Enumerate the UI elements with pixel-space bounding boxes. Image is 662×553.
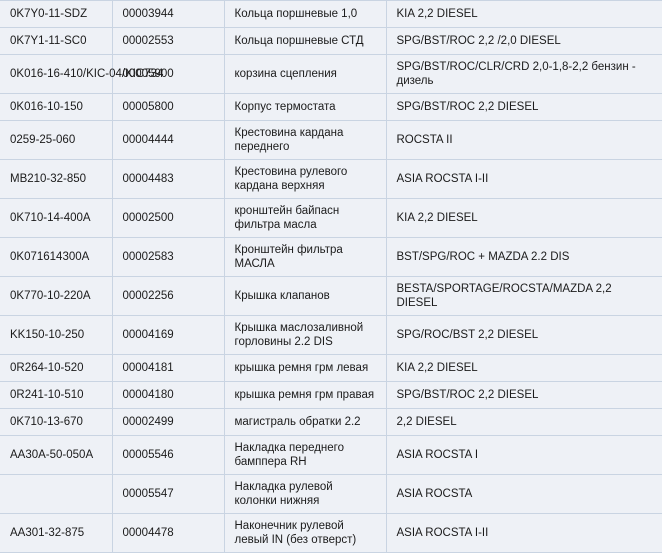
table-row[interactable]: 0K710-14-400A 00002500 кронштейн байпасн ф… <box>0 198 662 238</box>
cell-article: 00004169 <box>112 315 225 355</box>
cell-appl: SPG/ROC/BST 2,2 DIESEL <box>386 315 662 355</box>
cell-article: 00005546 <box>112 435 225 475</box>
cell-code: 0259-25-060 <box>0 120 113 160</box>
cell-name: Крышка клапанов <box>224 276 387 316</box>
table-row[interactable]: KK150-10-250 00004169 Крышка маслозаливной… <box>0 315 662 355</box>
table-row[interactable]: 0K710-13-670 00002499 магистраль обратки 2… <box>0 408 662 436</box>
table-row[interactable]: AA301-32-875 00004478 Наконечник рулевой л… <box>0 513 662 553</box>
cell-code: AA301-32-875 <box>0 513 113 553</box>
table-row[interactable]: 00005547 Накладка рулевой колонки нижняя A… <box>0 474 662 514</box>
cell-code: 0K7Y1-11-SC0 <box>0 27 113 55</box>
cell-appl: SPG/BST/ROC/CLR/CRD 2,0-1,8-2,2 бензин -… <box>386 54 662 94</box>
cell-name: Крышка маслозаливной горловины 2.2 DIS <box>224 315 387 355</box>
cell-article: 00004180 <box>112 381 225 409</box>
cell-code: KK150-10-250 <box>0 315 113 355</box>
cell-code: 0K710-14-400A <box>0 198 113 238</box>
cell-article: 00002256 <box>112 276 225 316</box>
cell-article: 00005800 <box>112 93 225 121</box>
cell-code: 0K071614300A <box>0 237 113 277</box>
cell-code: 0K770-10-220A <box>0 276 113 316</box>
cell-name: Наконечник рулевой левый IN (без отверст… <box>224 513 387 553</box>
cell-name: Накладка переднего бамппера RH <box>224 435 387 475</box>
table-row[interactable]: 0K016-16-410/KIC-04/KIC734 00005900 корзин… <box>0 54 662 94</box>
cell-appl: KIA 2,2 DIESEL <box>386 354 662 382</box>
cell-name: Кронштейн фильтра МАСЛА <box>224 237 387 277</box>
cell-article: 00002553 <box>112 27 225 55</box>
table-row[interactable]: 0R264-10-520 00004181 крышка ремня грм лев… <box>0 354 662 382</box>
cell-appl: SPG/BST/ROC 2,2 DIESEL <box>386 381 662 409</box>
cell-appl: ASIA ROCSTA I <box>386 435 662 475</box>
cell-name: Кольца поршневые СТД <box>224 27 387 55</box>
table-row[interactable]: MB210-32-850 00004483 Крестовина рулевого … <box>0 159 662 199</box>
cell-name: Крестовина рулевого кардана верхняя <box>224 159 387 199</box>
cell-name: Кольца поршневые 1,0 <box>224 0 387 28</box>
cell-article: 00005900 <box>112 54 225 94</box>
cell-article: 00002500 <box>112 198 225 238</box>
cell-article: 00004444 <box>112 120 225 160</box>
cell-appl: SPG/BST/ROC 2,2 /2,0 DIESEL <box>386 27 662 55</box>
cell-name: Крестовина кардана переднего <box>224 120 387 160</box>
cell-article: 00002583 <box>112 237 225 277</box>
cell-appl: ASIA ROCSTA <box>386 474 662 514</box>
cell-code: 0K016-16-410/KIC-04/KIC734 <box>0 54 163 94</box>
table-row[interactable]: 0K016-10-150 00005800 Корпус термостата SPG… <box>0 93 662 121</box>
cell-article: 00004483 <box>112 159 225 199</box>
cell-name: Корпус термостата <box>224 93 387 121</box>
cell-article: 00005547 <box>112 474 225 514</box>
table-row[interactable]: 0K7Y1-11-SC0 00002553 Кольца поршневые СТД… <box>0 27 662 55</box>
cell-appl: 2,2 DIESEL <box>386 408 662 436</box>
cell-code: 0R264-10-520 <box>0 354 113 382</box>
cell-code: 0K710-13-670 <box>0 408 113 436</box>
cell-name: кронштейн байпасн фильтра масла <box>224 198 387 238</box>
table-row[interactable]: 0K071614300A 00002583 Кронштейн фильтра МА… <box>0 237 662 277</box>
table-row[interactable]: 0R241-10-510 00004180 крышка ремня грм пра… <box>0 381 662 409</box>
table-row[interactable]: 0K7Y0-11-SDZ 00003944 Кольца поршневые 1,0… <box>0 0 662 28</box>
cell-article: 00004478 <box>112 513 225 553</box>
cell-appl: KIA 2,2 DIESEL <box>386 198 662 238</box>
cell-code: AA30A-50-050A <box>0 435 113 475</box>
cell-code: 0R241-10-510 <box>0 381 113 409</box>
cell-name: крышка ремня грм правая <box>224 381 387 409</box>
cell-appl: ASIA ROCSTA I-II <box>386 159 662 199</box>
cell-name: корзина сцепления <box>224 54 387 94</box>
cell-appl: KIA 2,2 DIESEL <box>386 0 662 28</box>
cell-code <box>0 474 113 514</box>
cell-article: 00002499 <box>112 408 225 436</box>
cell-appl: SPG/BST/ROC 2,2 DIESEL <box>386 93 662 121</box>
cell-code: MB210-32-850 <box>0 159 113 199</box>
table-row[interactable]: 0259-25-060 00004444 Крестовина кардана пе… <box>0 120 662 160</box>
table-row[interactable]: AA30A-50-050A 00005546 Накладка переднего … <box>0 435 662 475</box>
cell-code: 0K7Y0-11-SDZ <box>0 0 113 28</box>
cell-code: 0K016-10-150 <box>0 93 113 121</box>
cell-appl: BESTA/SPORTAGE/ROCSTA/MAZDA 2,2 DIESEL <box>386 276 662 316</box>
cell-article: 00003944 <box>112 0 225 28</box>
cell-appl: BST/SPG/ROC + MAZDA 2.2 DIS <box>386 237 662 277</box>
cell-article: 00004181 <box>112 354 225 382</box>
cell-name: Накладка рулевой колонки нижняя <box>224 474 387 514</box>
cell-appl: ASIA ROCSTA I-II <box>386 513 662 553</box>
table-row[interactable]: 0K770-10-220A 00002256 Крышка клапанов BEST… <box>0 276 662 316</box>
cell-appl: ROCSTA II <box>386 120 662 160</box>
cell-name: крышка ремня грм левая <box>224 354 387 382</box>
cell-name: магистраль обратки 2.2 <box>224 408 387 436</box>
